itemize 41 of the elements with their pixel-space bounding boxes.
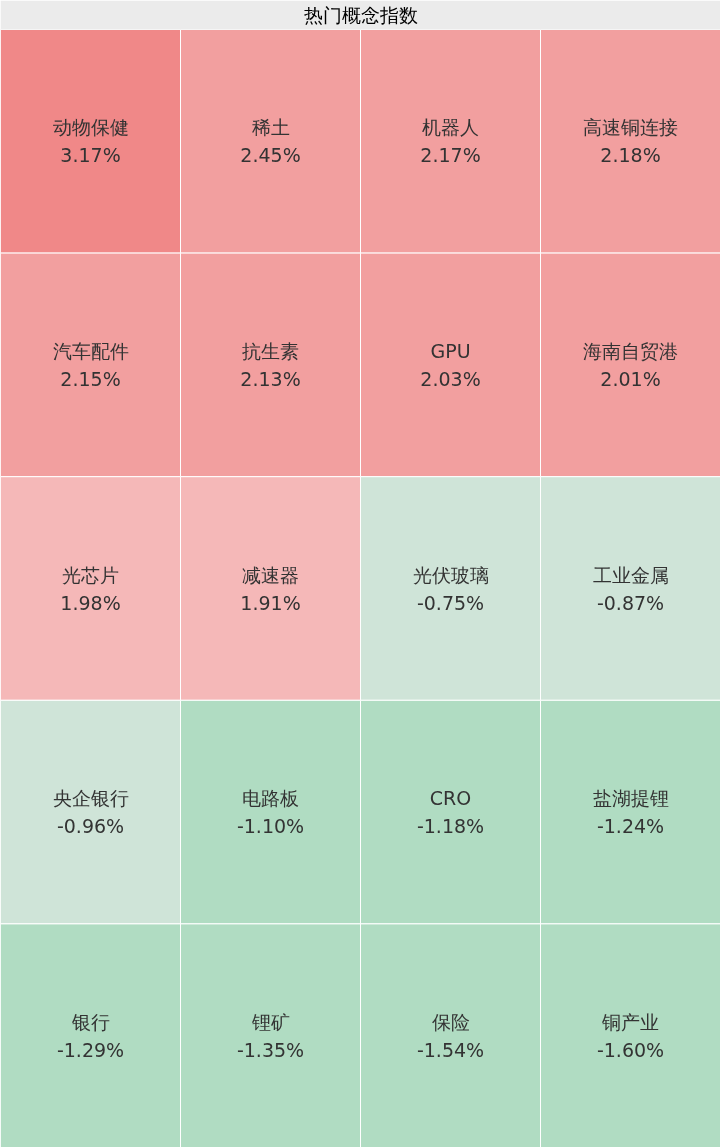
category-label: 高速铜连接 xyxy=(583,116,678,139)
category-label: 锂矿 xyxy=(250,1010,290,1033)
category-label: 工业金属 xyxy=(592,563,669,586)
data-label: -0.75% xyxy=(416,591,485,614)
data-label: -0.87% xyxy=(596,591,665,614)
category-label: 保险 xyxy=(431,1010,470,1033)
data-label: -1.18% xyxy=(416,815,485,838)
data-label: 2.03% xyxy=(420,367,481,390)
category-label: 抗生素 xyxy=(242,339,299,362)
category-label: 银行 xyxy=(70,1010,110,1033)
data-label: -1.35% xyxy=(236,1038,305,1061)
data-label: 2.13% xyxy=(240,367,301,390)
data-label: 1.91% xyxy=(240,591,301,614)
category-label: 铜产业 xyxy=(601,1010,659,1033)
category-label: 稀土 xyxy=(251,116,290,139)
category-label: 机器人 xyxy=(422,116,479,139)
data-label: 1.98% xyxy=(60,591,121,614)
category-label: 盐湖提锂 xyxy=(592,787,669,810)
category-label: 光芯片 xyxy=(62,563,119,586)
text: 热门概念指数 xyxy=(303,4,418,26)
data-label: -1.24% xyxy=(596,815,665,838)
category-label: 电路板 xyxy=(242,787,299,810)
category-label: 减速器 xyxy=(242,563,299,586)
category-label: GPU xyxy=(430,339,471,362)
data-label: -1.54% xyxy=(416,1038,485,1061)
category-label: 汽车配件 xyxy=(52,339,129,362)
data-label: -1.10% xyxy=(236,815,305,838)
data-label: 2.01% xyxy=(600,367,661,390)
data-label: 2.17% xyxy=(420,144,481,167)
category-label: 海南自贸港 xyxy=(583,339,678,362)
data-label: 3.17% xyxy=(60,144,121,167)
data-label: -1.60% xyxy=(596,1038,665,1061)
data-label: 2.45% xyxy=(240,144,301,167)
data-label: -0.96% xyxy=(56,815,125,838)
data-label: 2.15% xyxy=(60,367,121,390)
data-label: 2.18% xyxy=(600,144,661,167)
category-label: 央企银行 xyxy=(52,787,129,810)
data-label: -1.29% xyxy=(56,1038,125,1061)
category-label: 动物保健 xyxy=(52,116,129,139)
category-label: 光伏玻璃 xyxy=(412,563,489,586)
category-label: CRO xyxy=(429,787,472,810)
